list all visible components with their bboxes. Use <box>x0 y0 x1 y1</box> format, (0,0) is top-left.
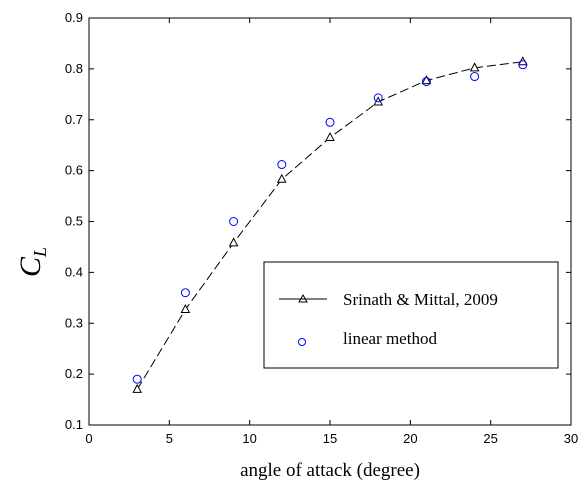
x-tick-label: 25 <box>483 431 497 446</box>
x-axis-label: angle of attack (degree) <box>240 460 420 481</box>
legend-circle-marker <box>298 338 306 346</box>
x-tick-label: 15 <box>323 431 337 446</box>
y-tick-label: 0.3 <box>65 315 83 330</box>
y-tick-label: 0.8 <box>65 61 83 76</box>
circle-point <box>373 93 383 103</box>
circle-point <box>132 374 142 384</box>
circle-point <box>229 217 239 226</box>
y-axis: 0.1 0.2 0.3 0.4 0.5 0.6 0.7 0.8 0.9 <box>65 10 571 432</box>
y-tick-label: 0.9 <box>65 10 83 25</box>
circle-point <box>518 60 528 70</box>
x-tick-label: 20 <box>403 431 417 446</box>
y-tick-label: 0.4 <box>65 264 83 279</box>
x-tick-label: 5 <box>166 431 173 446</box>
y-tick-label: 0.7 <box>65 112 83 127</box>
legend-box <box>263 261 559 369</box>
triangle-point <box>325 131 335 142</box>
triangle-point <box>276 173 287 183</box>
y-tick-label: 0.5 <box>65 214 83 229</box>
triangle-point <box>469 62 480 72</box>
x-tick-label: 10 <box>242 431 256 446</box>
legend-label-srinath: Srinath & Mittal, 2009 <box>343 290 498 309</box>
x-axis: 0 5 10 15 20 25 30 <box>85 18 578 446</box>
legend-triangle-marker <box>298 293 308 303</box>
triangle-point <box>228 237 239 247</box>
series-layer <box>132 56 528 393</box>
y-tick-label: 0.6 <box>65 163 83 178</box>
triangle-point <box>132 383 143 393</box>
triangle-point <box>180 303 191 314</box>
x-tick-label: 30 <box>564 431 578 446</box>
circle-point <box>180 288 190 298</box>
circle-point <box>470 72 480 82</box>
y-tick-label: 0.1 <box>65 417 83 432</box>
legend-label-linear: linear method <box>343 329 437 348</box>
x-tick-label: 0 <box>85 431 92 446</box>
circle-point <box>325 117 335 127</box>
legend: Srinath & Mittal, 2009 linear method <box>263 261 559 369</box>
circle-point <box>421 77 431 87</box>
circle-point <box>277 160 287 170</box>
triangle-point <box>421 75 432 85</box>
y-tick-label: 0.2 <box>65 366 83 381</box>
y-axis-label: CL <box>14 247 50 277</box>
